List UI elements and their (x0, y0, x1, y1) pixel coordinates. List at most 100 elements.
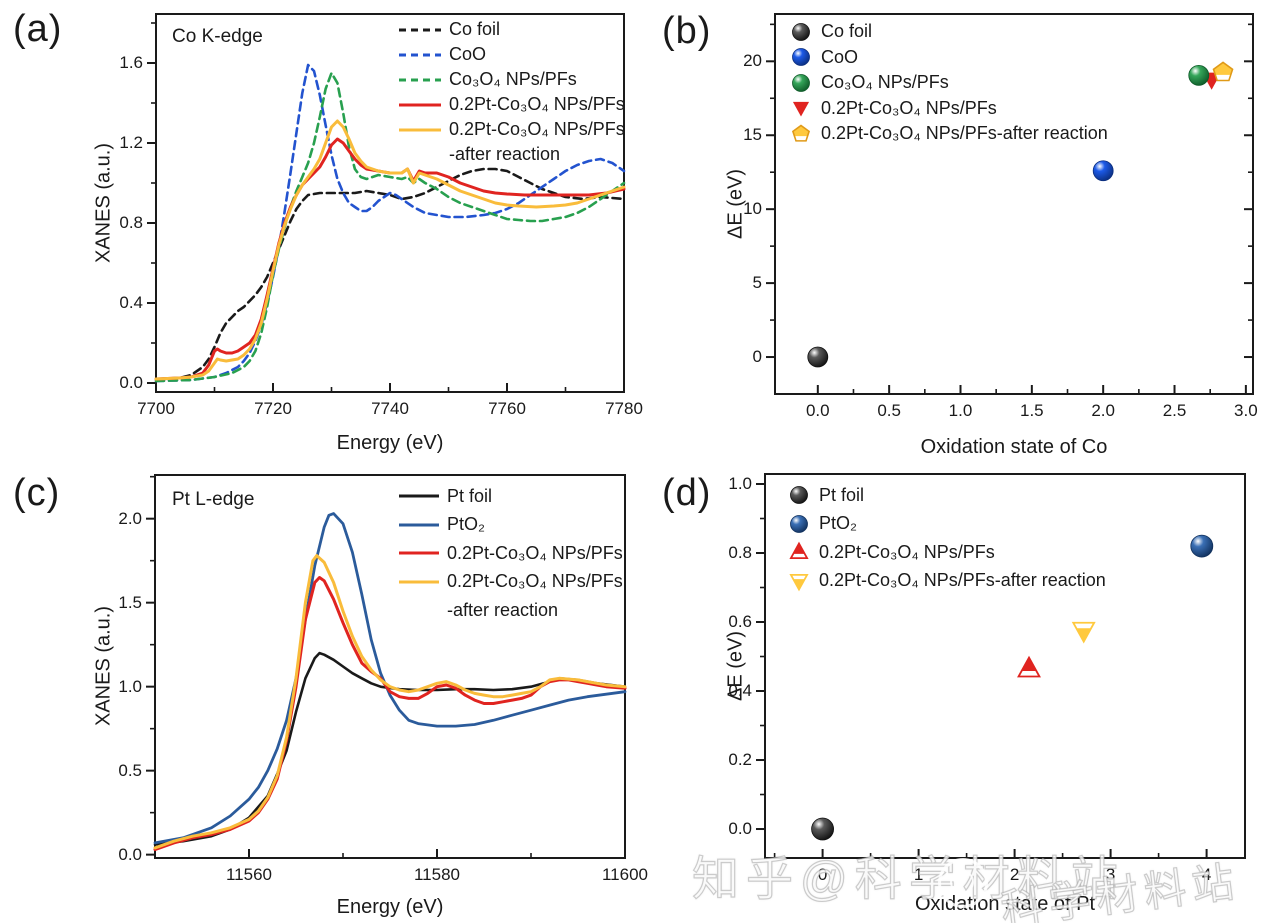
legend-label: CoO (821, 46, 859, 67)
y-tick-label: 15 (743, 125, 762, 145)
legend-item-continuation: -after reaction (398, 596, 623, 625)
data-point-marker (792, 102, 810, 117)
legend-swatch-line (399, 128, 441, 131)
x-tick-label: 0.5 (877, 401, 901, 420)
watermark-logo-ring (938, 858, 988, 908)
y-tick-label: 1.6 (119, 53, 143, 72)
series-line (154, 167, 626, 381)
y-tick-label: 0.5 (118, 760, 142, 780)
legend-label: Pt foil (447, 485, 493, 506)
data-point-marker (792, 73, 810, 92)
x-tick-label: 7780 (605, 399, 643, 418)
y-tick-label: 0.8 (728, 543, 752, 562)
legend-label: Co foil (449, 19, 501, 39)
data-point-marker (1188, 64, 1210, 86)
panel-b-plot (766, 13, 1254, 395)
legend-item: 0.2Pt-Co₃O₄ NPs/PFs (788, 96, 1108, 122)
x-tick-label: 4 (1201, 865, 1212, 884)
legend-label: 0.2Pt-Co₃O₄ NPs/PFs (447, 542, 623, 563)
panel-c-xlabel: Energy (eV) (336, 896, 444, 918)
y-tick-label: 1.5 (118, 592, 142, 612)
x-tick-label: 11600 (601, 865, 649, 884)
legend-swatch-line-dashed (399, 28, 441, 31)
legend-swatch-sphere (790, 486, 808, 505)
data-point-marker (792, 48, 810, 67)
legend-swatch-line (399, 551, 439, 555)
legend-label: 0.2Pt-Co₃O₄ NPs/PFs (821, 97, 997, 118)
x-tick-label: 3.0 (1234, 401, 1258, 420)
data-point-marker (1071, 621, 1096, 644)
x-tick-label: 2.0 (1091, 401, 1115, 420)
x-tick-label: 2.5 (1162, 401, 1187, 420)
legend-swatch-pent-half (791, 124, 811, 142)
legend-item: 0.2Pt-Co₃O₄ NPs/PFs-after reaction (788, 121, 1108, 147)
x-tick-label: 1.0 (948, 401, 973, 420)
legend-item: Co₃O₄ NPs/PFs (788, 70, 1108, 96)
y-tick-label: 5 (752, 273, 762, 293)
legend-swatch-line-dashed (399, 53, 441, 56)
legend-swatch-sphere (792, 48, 810, 67)
legend-label: 0.2Pt-Co₃O₄ NPs/PFs (447, 571, 623, 592)
x-tick-label: 0.0 (805, 401, 830, 420)
legend-label: Co₃O₄ NPs/PFs (821, 72, 949, 93)
x-tick-label: 7720 (254, 399, 292, 418)
legend-swatch-tri-down (792, 102, 810, 117)
x-tick-label: 7760 (488, 399, 526, 418)
data-point-marker (792, 22, 810, 41)
y-tick-label: 0.0 (118, 844, 142, 864)
legend-item: CoO (398, 42, 625, 67)
panel-a-title: Co K-edge (172, 26, 263, 47)
panel-d-legend: Pt foil PtO₂ 0.2Pt-Co₃O₄ NPs/PFs 0.2Pt-Co₃O… (786, 481, 1106, 595)
series-line (154, 119, 626, 381)
data-point-marker (1092, 160, 1114, 182)
legend-label: 0.2Pt-Co₃O₄ NPs/PFs-after reaction (821, 123, 1108, 144)
legend-item: 0.2Pt-Co₃O₄ NPs/PFs (398, 568, 623, 597)
legend-label: CoO (449, 44, 487, 64)
legend-label-line2: -after reaction (449, 144, 561, 164)
legend-item: 0.2Pt-Co₃O₄ NPs/PFs-after reaction (786, 567, 1106, 596)
y-tick-label: 0 (752, 347, 762, 367)
series-line (153, 554, 627, 850)
data-point-marker (791, 124, 811, 142)
legend-swatch-line (399, 523, 439, 527)
legend-label: PtO₂ (447, 514, 485, 535)
legend-item: 0.2Pt-Co₃O₄ NPs/PFs (786, 538, 1106, 567)
series-line (153, 512, 627, 845)
panel-a-legend: Co foil CoO Co₃O₄ NPs/PFs 0.2Pt-Co₃O₄ NPs/P… (398, 17, 625, 167)
legend-label: 0.2Pt-Co₃O₄ NPs/PFs (819, 541, 995, 562)
legend-label: 0.2Pt-Co₃O₄ NPs/PFs (449, 119, 625, 139)
legend-label: Pt foil (819, 484, 865, 505)
x-tick-label: 7740 (371, 399, 409, 418)
x-tick-label: 11580 (413, 865, 461, 884)
y-tick-label: 20 (743, 51, 762, 71)
legend-item-continuation: -after reaction (398, 142, 625, 167)
legend-swatch-line-dashed (399, 78, 441, 81)
legend-swatch-line (399, 103, 441, 106)
legend-label-line2: -after reaction (447, 599, 559, 620)
legend-item: Co foil (398, 17, 625, 42)
data-point-marker (790, 514, 808, 533)
legend-item: Co foil (788, 19, 1108, 45)
panel-b-xlabel: Oxidation state of Co (920, 436, 1108, 458)
panel-a-tag: (a) (13, 8, 63, 50)
legend-item: 0.2Pt-Co₃O₄ NPs/PFs (398, 539, 623, 568)
data-point-marker (1190, 534, 1214, 558)
legend-swatch-sphere (792, 22, 810, 41)
y-tick-label: 0.8 (119, 213, 143, 232)
watermark-logo-ring-inner (950, 870, 974, 894)
y-tick-label: 0.4 (728, 681, 752, 700)
panel-d-tag: (d) (662, 472, 712, 514)
series-line (154, 71, 626, 383)
y-tick-label: 10 (743, 199, 762, 219)
y-tick-label: 1.0 (118, 676, 142, 696)
panel-a-xlabel: Energy (eV) (336, 432, 444, 454)
y-tick-label: 0.4 (119, 293, 143, 312)
panel-b-legend: Co foil CoO Co₃O₄ NPs/PFs 0.2Pt-Co₃O₄ NPs/P… (788, 19, 1108, 147)
data-point-marker (1017, 655, 1041, 678)
legend-item: Co₃O₄ NPs/PFs (398, 67, 625, 92)
panel-c-ylabel: XANES (a.u.) (92, 605, 115, 727)
data-point-marker (790, 486, 808, 505)
y-tick-label: 1.0 (728, 474, 752, 493)
